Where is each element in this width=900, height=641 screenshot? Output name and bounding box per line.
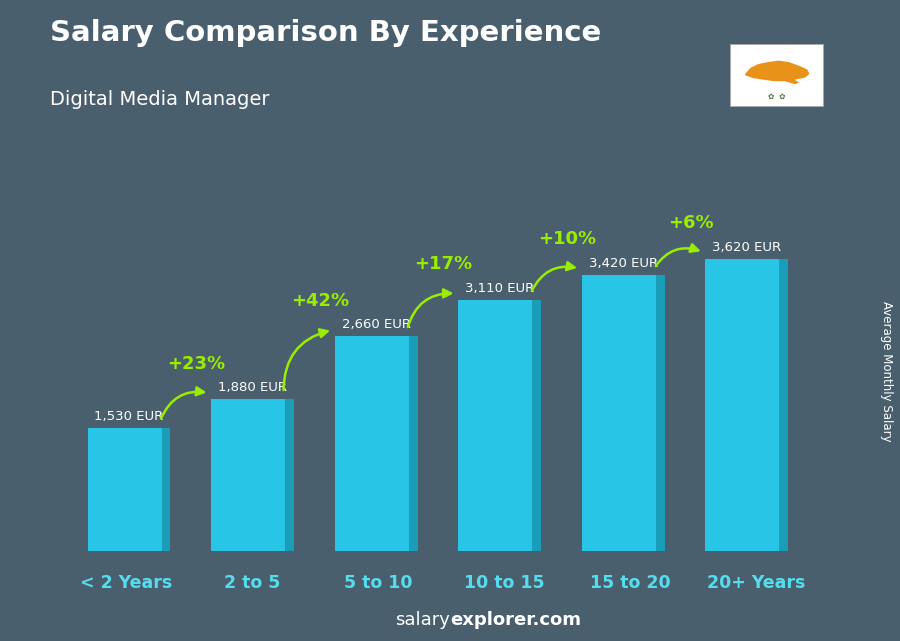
Bar xyxy=(162,428,170,551)
Bar xyxy=(335,337,409,551)
Text: < 2 Years: < 2 Years xyxy=(80,574,172,592)
Bar xyxy=(87,428,162,551)
Bar xyxy=(212,399,285,551)
Text: 5 to 10: 5 to 10 xyxy=(344,574,412,592)
Bar xyxy=(458,300,533,551)
Polygon shape xyxy=(745,61,809,84)
Text: +6%: +6% xyxy=(668,214,714,232)
Text: 1,880 EUR: 1,880 EUR xyxy=(218,381,287,394)
Text: Salary Comparison By Experience: Salary Comparison By Experience xyxy=(50,19,601,47)
Bar xyxy=(779,259,788,551)
Text: 2,660 EUR: 2,660 EUR xyxy=(342,319,410,331)
Text: +23%: +23% xyxy=(167,354,226,372)
Text: 2 to 5: 2 to 5 xyxy=(224,574,280,592)
Bar xyxy=(533,300,541,551)
Bar xyxy=(706,259,779,551)
Text: +10%: +10% xyxy=(538,230,596,248)
Text: 3,110 EUR: 3,110 EUR xyxy=(465,282,535,295)
Text: 3,620 EUR: 3,620 EUR xyxy=(712,241,781,254)
Text: ✿  ✿: ✿ ✿ xyxy=(768,92,785,101)
Bar xyxy=(285,399,294,551)
Bar xyxy=(656,275,664,551)
Text: Average Monthly Salary: Average Monthly Salary xyxy=(880,301,893,442)
Text: 3,420 EUR: 3,420 EUR xyxy=(589,257,658,270)
Text: Digital Media Manager: Digital Media Manager xyxy=(50,90,269,109)
Text: 1,530 EUR: 1,530 EUR xyxy=(94,410,164,423)
Text: salary: salary xyxy=(395,612,450,629)
Text: 10 to 15: 10 to 15 xyxy=(464,574,544,592)
Bar xyxy=(581,275,656,551)
Bar xyxy=(730,44,823,106)
Text: +17%: +17% xyxy=(414,255,472,273)
Text: 20+ Years: 20+ Years xyxy=(706,574,806,592)
Bar xyxy=(409,337,418,551)
Text: +42%: +42% xyxy=(291,292,349,310)
Text: 15 to 20: 15 to 20 xyxy=(590,574,670,592)
Text: explorer.com: explorer.com xyxy=(450,612,581,629)
